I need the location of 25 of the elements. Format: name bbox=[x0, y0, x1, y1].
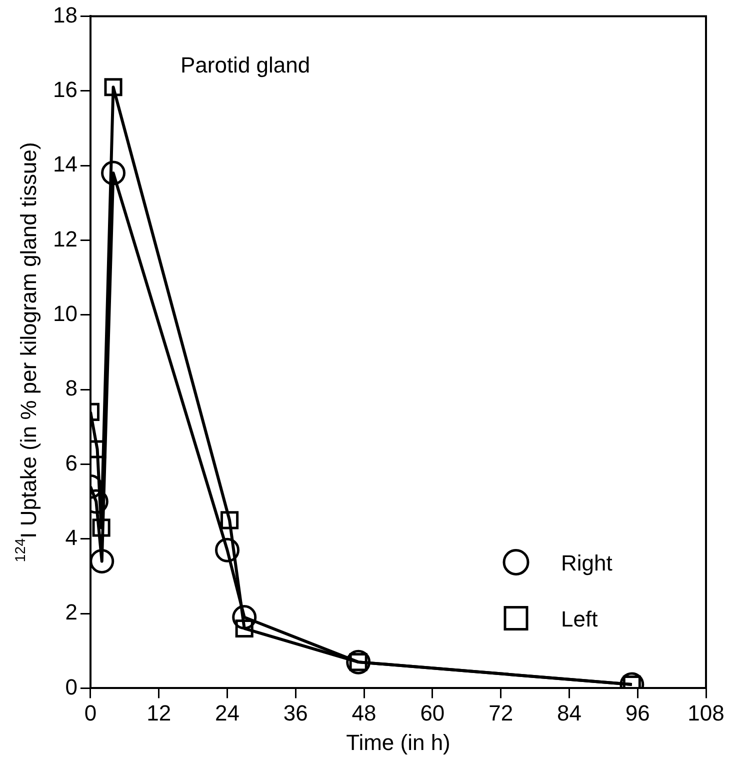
x-tick-label: 60 bbox=[420, 700, 445, 726]
x-tick-label: 108 bbox=[688, 700, 724, 726]
y-tick-label: 12 bbox=[52, 226, 78, 252]
x-tick-label: 24 bbox=[215, 700, 240, 726]
x-tick-label: 12 bbox=[146, 700, 172, 726]
y-tick-label: 0 bbox=[65, 674, 78, 700]
y-axis-title: 124I Uptake (in % per kilogram gland tissue) bbox=[13, 142, 42, 562]
x-tick-label: 72 bbox=[488, 700, 514, 726]
y-tick-label: 18 bbox=[52, 2, 78, 28]
x-tick-label: 0 bbox=[84, 700, 97, 726]
y-tick-label: 8 bbox=[65, 376, 78, 401]
y-tick-label: 6 bbox=[65, 450, 78, 476]
x-tick-label: 48 bbox=[352, 700, 376, 726]
annotation: Parotid gland bbox=[180, 52, 310, 78]
legend-label: Left bbox=[561, 606, 598, 632]
x-axis-title: Time (in h) bbox=[346, 730, 450, 755]
y-tick-label: 4 bbox=[65, 524, 78, 550]
y-tick-label: 14 bbox=[52, 152, 78, 177]
y-tick-label: 10 bbox=[52, 300, 78, 326]
x-tick-label: 96 bbox=[625, 700, 650, 726]
x-tick-label: 36 bbox=[283, 700, 308, 726]
x-tick-label: 84 bbox=[556, 700, 582, 726]
y-tick-label: 2 bbox=[65, 600, 78, 625]
legend-label: Right bbox=[561, 550, 612, 576]
y-tick-label: 16 bbox=[52, 76, 78, 102]
